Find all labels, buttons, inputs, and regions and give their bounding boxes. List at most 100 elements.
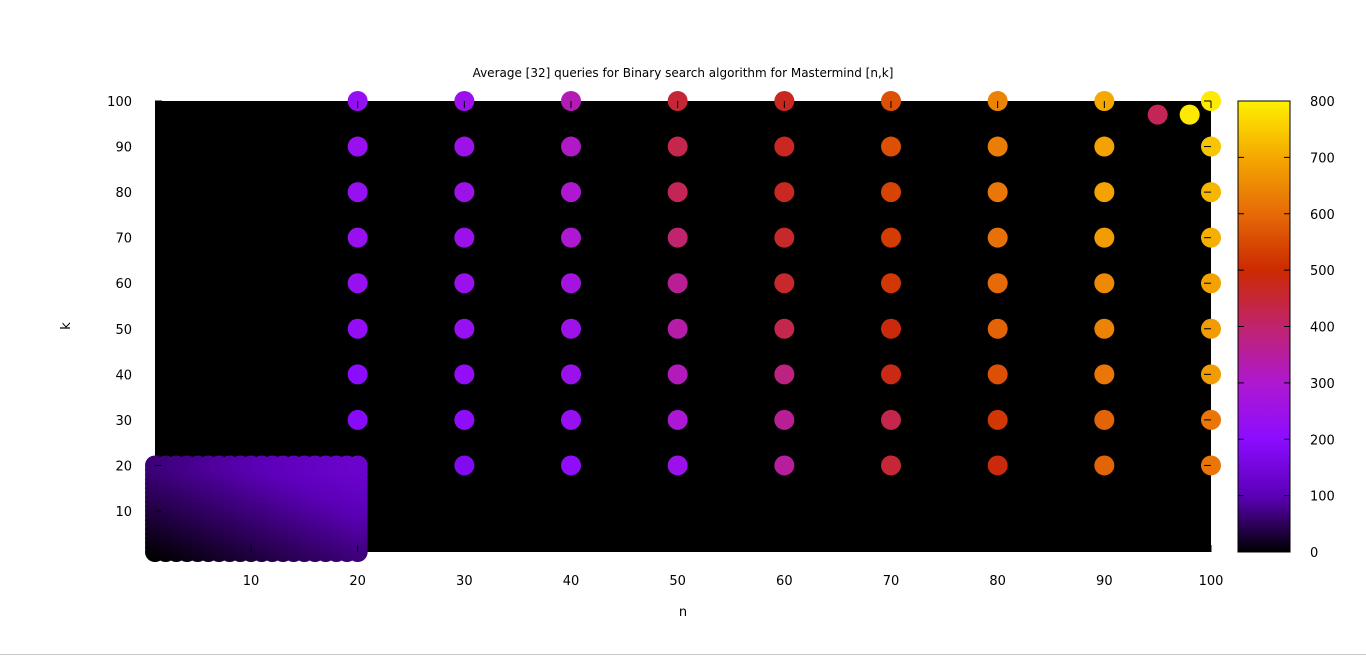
data-point xyxy=(667,136,688,157)
axes: 10 20 30 40 50 60 70 80 90 100 10 20 30 40 50 60 70 80 90 1… xyxy=(107,95,1223,589)
chart-title: Average [32] queries for Binary search a… xyxy=(473,66,894,80)
colorbar-tick-label: 500 xyxy=(1310,264,1335,279)
data-point xyxy=(347,364,368,385)
data-point xyxy=(881,364,901,385)
data-point xyxy=(987,136,1008,157)
colorbar-tick-label: 800 xyxy=(1310,95,1335,110)
x-tick-label: 60 xyxy=(776,574,793,589)
data-point xyxy=(987,182,1008,203)
data-point xyxy=(561,182,581,203)
data-point xyxy=(347,273,368,294)
data-point xyxy=(561,136,581,157)
data-point xyxy=(1094,318,1115,339)
data-point xyxy=(454,273,475,294)
y-axis-label: k xyxy=(59,322,74,330)
data-point xyxy=(881,409,901,430)
data-point xyxy=(774,364,795,385)
x-tick-label: 90 xyxy=(1096,574,1113,589)
colorbar-tick-label: 300 xyxy=(1310,377,1335,392)
data-point xyxy=(347,409,368,430)
data-point xyxy=(987,227,1008,248)
data-point xyxy=(987,273,1008,294)
y-tick-label: 30 xyxy=(115,414,132,429)
data-point xyxy=(881,273,901,294)
data-point xyxy=(454,318,475,339)
x-tick-label: 40 xyxy=(563,574,580,589)
x-tick-label: 20 xyxy=(349,574,366,589)
data-point xyxy=(667,455,688,476)
colorbar-tick-label: 100 xyxy=(1310,490,1335,505)
y-tick-label: 70 xyxy=(115,232,132,247)
data-point xyxy=(881,318,901,339)
x-tick-label: 50 xyxy=(669,574,686,589)
dense-point xyxy=(347,455,368,476)
colorbar-tick-label: 200 xyxy=(1310,433,1335,448)
x-tick-label: 70 xyxy=(883,574,900,589)
data-point xyxy=(667,409,688,430)
data-point xyxy=(1094,273,1115,294)
colorbar-tick-label: 700 xyxy=(1310,151,1335,166)
y-tick-label: 90 xyxy=(115,141,132,156)
data-point xyxy=(561,318,581,339)
data-point xyxy=(347,182,368,203)
data-points xyxy=(347,91,1221,476)
data-point xyxy=(774,318,795,339)
y-tick-label: 100 xyxy=(107,95,132,110)
data-point xyxy=(1094,227,1115,248)
data-point xyxy=(667,318,688,339)
data-point xyxy=(1179,104,1200,125)
data-point xyxy=(987,455,1008,476)
data-point xyxy=(987,364,1008,385)
data-point xyxy=(347,136,368,157)
data-point xyxy=(1094,364,1115,385)
data-point xyxy=(1147,104,1168,125)
data-point xyxy=(561,227,581,248)
data-point xyxy=(774,136,795,157)
data-point xyxy=(561,409,581,430)
data-point xyxy=(454,182,475,203)
x-tick-label: 80 xyxy=(989,574,1006,589)
data-point xyxy=(454,136,475,157)
data-point xyxy=(667,273,688,294)
colorbar xyxy=(1237,100,1291,553)
colorbar-tick-label: 0 xyxy=(1310,546,1318,561)
data-point xyxy=(881,182,901,203)
data-point xyxy=(774,273,795,294)
data-point xyxy=(774,227,795,248)
data-point xyxy=(987,318,1008,339)
x-tick-label: 100 xyxy=(1199,574,1224,589)
data-point xyxy=(454,364,475,385)
data-point xyxy=(667,182,688,203)
data-point xyxy=(1094,136,1115,157)
dense-block xyxy=(145,455,368,562)
data-point xyxy=(774,182,795,203)
x-axis-label: n xyxy=(679,605,687,620)
data-point xyxy=(667,227,688,248)
colorbar-tick-label: 400 xyxy=(1310,321,1335,336)
data-point xyxy=(881,455,901,476)
window-bottom-border xyxy=(0,654,1366,655)
data-point xyxy=(454,409,475,430)
data-point xyxy=(987,409,1008,430)
data-point xyxy=(454,455,475,476)
y-tick-label: 10 xyxy=(115,505,132,520)
data-point xyxy=(881,136,901,157)
y-tick-label: 20 xyxy=(115,459,132,474)
y-tick-label: 40 xyxy=(115,368,132,383)
y-tick-label: 50 xyxy=(115,323,132,338)
data-point xyxy=(347,318,368,339)
y-tick-label: 60 xyxy=(115,277,132,292)
colorbar-ticks: 0 100 200 300 400 500 600 700 800 xyxy=(1238,95,1335,561)
data-point xyxy=(774,409,795,430)
data-point xyxy=(881,227,901,248)
data-point xyxy=(561,455,581,476)
y-tick-label: 80 xyxy=(115,186,132,201)
data-point xyxy=(454,227,475,248)
data-point xyxy=(1094,182,1115,203)
x-tick-label: 30 xyxy=(456,574,473,589)
data-point xyxy=(667,364,688,385)
data-point xyxy=(1094,409,1115,430)
data-point xyxy=(347,227,368,248)
